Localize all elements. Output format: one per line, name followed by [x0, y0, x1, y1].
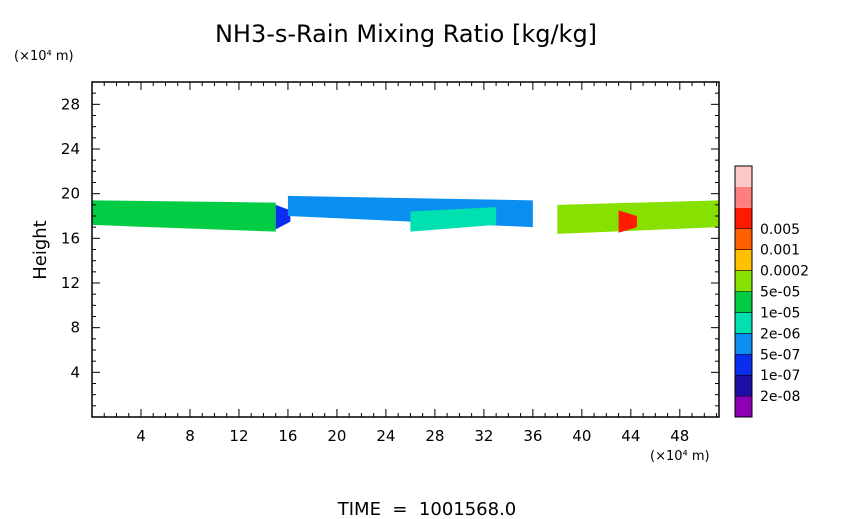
contour-region-6 — [618, 210, 637, 233]
colorbar-label: 5e-07 — [760, 347, 800, 363]
x-axis: 4 8 12 16 20 24 28 32 36 40 44 48 — [103, 82, 718, 445]
colorbar-label: 2e-08 — [760, 389, 800, 405]
x-tick-label: 36 — [523, 427, 542, 445]
x-tick-label: 4 — [136, 427, 146, 445]
y-tick-label: 24 — [61, 140, 80, 158]
x-tick-label: 20 — [327, 427, 346, 445]
colorbar-swatch — [735, 186, 752, 208]
colorbar-swatch — [735, 396, 752, 417]
colorbar-swatch — [735, 333, 752, 355]
x-tick-label: 24 — [376, 427, 395, 445]
plot-frame — [91, 81, 720, 418]
colorbar-swatch — [735, 249, 752, 271]
contour-fill-layer — [92, 195, 719, 234]
chart-title: NH3-s-Rain Mixing Ratio [kg/kg] — [215, 20, 597, 48]
y-axis: 4 8 12 16 20 24 28 — [61, 92, 719, 407]
x-tick-label: 32 — [474, 427, 493, 445]
colorbar-swatch — [735, 291, 752, 313]
x-tick-label: 40 — [572, 427, 591, 445]
colorbar-swatch — [735, 270, 752, 292]
contour-region-4 — [410, 207, 497, 232]
x-tick-label: 12 — [229, 427, 248, 445]
colorbar-swatch — [735, 375, 752, 397]
colorbar-label: 0.0002 — [760, 264, 809, 280]
y-tick-label: 12 — [61, 274, 80, 292]
contour-region-2 — [275, 204, 291, 230]
x-tick-label: 44 — [621, 427, 640, 445]
y-tick-label: 16 — [61, 229, 80, 247]
y-tick-label: 28 — [61, 95, 80, 113]
contour-region-5 — [557, 200, 719, 234]
colorbar-label: 1e-05 — [760, 305, 800, 321]
y-axis-label: Height — [30, 220, 51, 280]
colorbar-swatch — [735, 228, 752, 250]
colorbar-swatch — [735, 166, 752, 187]
colorbar-label: 0.001 — [760, 243, 800, 259]
y-tick-label: 20 — [61, 185, 80, 203]
time-label: TIME = 1001568.0 — [337, 499, 517, 519]
x-tick-label: 28 — [425, 427, 444, 445]
contour-region-1 — [92, 200, 276, 232]
colorbar-label: 2e-06 — [760, 326, 800, 342]
colorbar-label: 5e-05 — [760, 285, 800, 301]
y-tick-label: 8 — [70, 319, 80, 337]
colorbar-swatch — [735, 312, 752, 334]
y-unit-label: (×10⁴ m) — [14, 49, 74, 64]
colorbar: 2e-08 1e-07 5e-07 2e-06 1e-05 5e-05 0.0002 0.00… — [734, 165, 809, 418]
colorbar-swatch — [735, 354, 752, 376]
colorbar-label: 0.005 — [760, 222, 800, 238]
y-tick-label: 4 — [70, 363, 80, 381]
x-tick-label: 16 — [278, 427, 297, 445]
x-unit-label: (×10⁴ m) — [650, 449, 710, 464]
colorbar-label: 1e-07 — [760, 368, 800, 384]
x-tick-label: 48 — [670, 427, 689, 445]
x-tick-label: 8 — [185, 427, 195, 445]
colorbar-swatch — [735, 207, 752, 229]
